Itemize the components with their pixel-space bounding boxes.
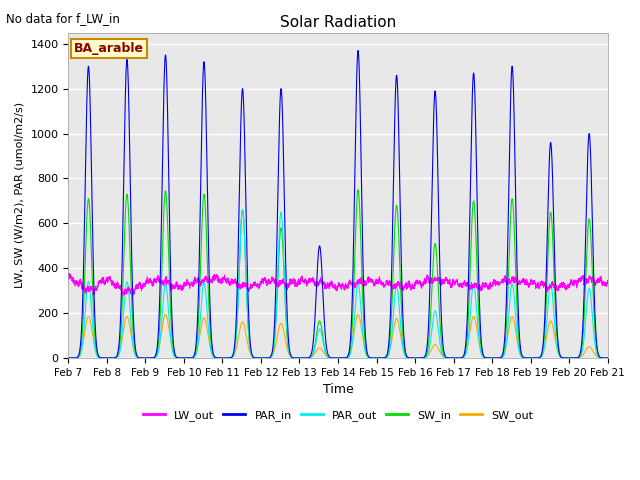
PAR_out (253, 355, 261, 361)
Text: No data for f_LW_in: No data for f_LW_in (6, 12, 120, 25)
Line: PAR_in: PAR_in (68, 50, 607, 358)
SW_in (413, 355, 420, 361)
SW_out (404, 354, 412, 360)
LW_out (119, 292, 127, 298)
SW_out (604, 355, 611, 361)
Y-axis label: LW, SW (W/m2), PAR (umol/m2/s): LW, SW (W/m2), PAR (umol/m2/s) (15, 102, 25, 288)
PAR_out (239, 207, 246, 213)
SW_out (413, 355, 420, 361)
LW_out (65, 271, 73, 276)
PAR_out (604, 355, 611, 361)
PAR_in (253, 355, 260, 361)
LW_out (413, 278, 420, 284)
SW_out (517, 353, 525, 359)
PAR_in (413, 355, 420, 361)
Line: PAR_out: PAR_out (68, 210, 607, 358)
LW_out (518, 278, 525, 284)
SW_in (65, 355, 72, 361)
PAR_out (413, 355, 420, 361)
Title: Solar Radiation: Solar Radiation (280, 15, 396, 30)
LW_out (404, 281, 412, 287)
PAR_out (118, 337, 125, 343)
LW_out (604, 280, 611, 286)
PAR_out (404, 355, 412, 360)
PAR_out (65, 355, 72, 361)
Line: SW_out: SW_out (68, 314, 607, 358)
PAR_out (557, 355, 565, 360)
SW_out (557, 354, 565, 360)
PAR_in (65, 355, 72, 361)
SW_in (517, 352, 525, 358)
SW_in (118, 317, 125, 323)
PAR_in (354, 48, 362, 53)
Legend: LW_out, PAR_in, PAR_out, SW_in, SW_out: LW_out, PAR_in, PAR_out, SW_in, SW_out (139, 406, 538, 426)
PAR_in (118, 286, 125, 291)
Text: BA_arable: BA_arable (74, 42, 144, 55)
PAR_in (517, 350, 525, 356)
SW_in (604, 355, 611, 361)
PAR_in (604, 355, 611, 361)
X-axis label: Time: Time (323, 383, 353, 396)
Line: LW_out: LW_out (68, 274, 607, 295)
PAR_in (404, 354, 412, 360)
Line: SW_in: SW_in (68, 190, 607, 358)
PAR_in (557, 354, 565, 360)
SW_in (404, 355, 412, 360)
LW_out (557, 284, 565, 289)
LW_out (253, 281, 261, 287)
SW_in (557, 354, 565, 360)
LW_out (65, 276, 72, 282)
PAR_out (517, 354, 525, 360)
SW_out (162, 312, 170, 317)
SW_out (253, 355, 261, 361)
SW_in (354, 187, 362, 192)
LW_out (118, 287, 125, 292)
SW_out (65, 355, 72, 361)
SW_out (118, 340, 125, 346)
SW_in (253, 355, 260, 361)
